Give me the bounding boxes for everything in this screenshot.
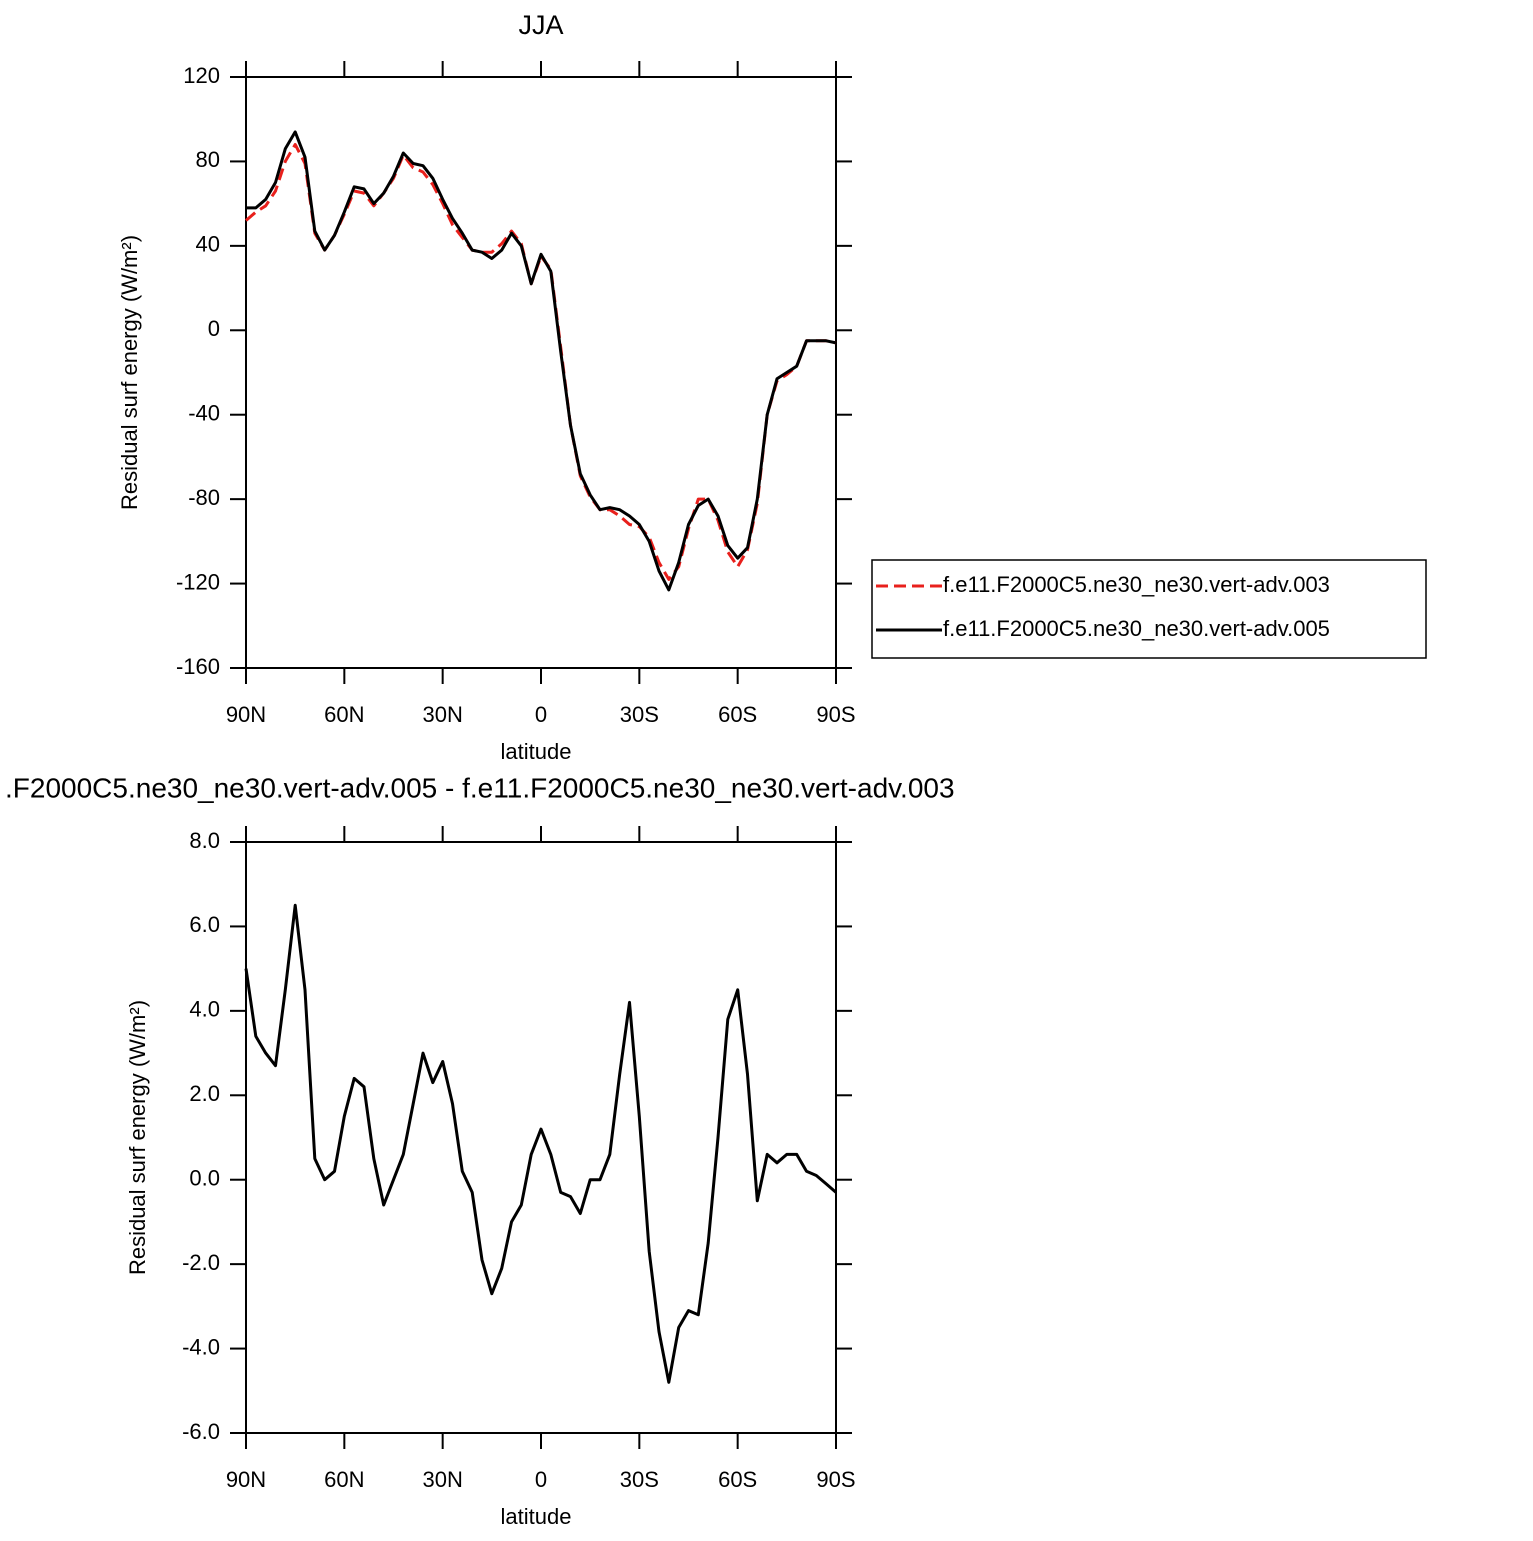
x-tick-label: 90S (816, 702, 855, 727)
y-tick-label: 0.0 (189, 1166, 220, 1191)
x-tick-label: 30S (620, 702, 659, 727)
x-tick-label: 90S (816, 1467, 855, 1492)
y-axis-label: Residual surf energy (W/m²) (117, 235, 142, 510)
x-tick-label: 60N (324, 1467, 364, 1492)
x-tick-label: 30S (620, 1467, 659, 1492)
x-tick-label: 90N (226, 702, 266, 727)
y-tick-label: 4.0 (189, 997, 220, 1022)
y-tick-label: 80 (196, 147, 220, 172)
legend-label: f.e11.F2000C5.ne30_ne30.vert-adv.005 (943, 616, 1330, 641)
series-line (244, 903, 837, 1384)
y-tick-label: -160 (176, 654, 220, 679)
x-tick-label: 90N (226, 1467, 266, 1492)
x-axis-label: latitude (501, 739, 572, 764)
y-tick-label: -80 (188, 485, 220, 510)
x-tick-label: 60S (718, 1467, 757, 1492)
y-tick-label: 6.0 (189, 912, 220, 937)
x-axis-label: latitude (501, 1504, 572, 1529)
legend-box (871, 559, 1427, 659)
y-tick-label: -40 (188, 401, 220, 426)
x-tick-label: 60N (324, 702, 364, 727)
y-tick-label: -2.0 (182, 1250, 220, 1275)
y-tick-label: 120 (183, 63, 220, 88)
y-tick-label: -4.0 (182, 1334, 220, 1359)
y-tick-label: -6.0 (182, 1419, 220, 1444)
y-tick-label: 2.0 (189, 1081, 220, 1106)
x-tick-label: 30N (422, 702, 462, 727)
chart-title: JJA (518, 10, 563, 40)
chart-title: .F2000C5.ne30_ne30.vert-adv.005 - f.e11.… (5, 772, 955, 803)
x-tick-label: 0 (535, 1467, 547, 1492)
y-tick-label: 0 (208, 316, 220, 341)
x-tick-label: 0 (535, 702, 547, 727)
y-tick-label: -120 (176, 569, 220, 594)
legend-label: f.e11.F2000C5.ne30_ne30.vert-adv.003 (943, 572, 1330, 597)
y-axis-label: Residual surf energy (W/m²) (125, 1000, 150, 1275)
plot-frame (245, 76, 837, 669)
y-tick-label: 8.0 (189, 828, 220, 853)
plot-frame (245, 841, 837, 1434)
y-tick-label: 40 (196, 232, 220, 257)
x-tick-label: 30N (422, 1467, 462, 1492)
series-line (245, 143, 837, 581)
series-line (246, 130, 837, 592)
x-tick-label: 60S (718, 702, 757, 727)
